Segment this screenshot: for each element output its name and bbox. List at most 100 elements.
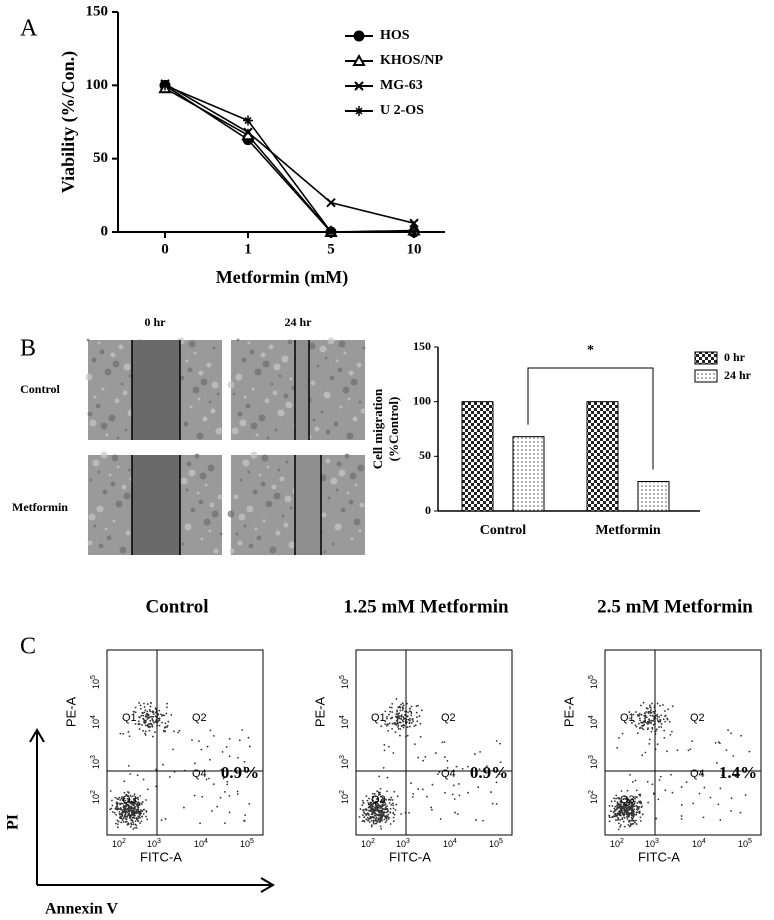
event-dot bbox=[671, 705, 674, 708]
event-dot bbox=[129, 794, 132, 797]
event-dot bbox=[744, 794, 747, 796]
event-dot bbox=[659, 775, 662, 778]
significance-bracket bbox=[527, 367, 654, 470]
event-dot bbox=[134, 799, 136, 802]
event-dot bbox=[380, 795, 382, 798]
cell bbox=[192, 386, 200, 394]
x-axis-label: FITC-A bbox=[140, 849, 182, 864]
cell bbox=[348, 499, 354, 505]
tick-exponent: 4 bbox=[453, 838, 457, 845]
cell bbox=[284, 495, 292, 503]
event-dot bbox=[616, 806, 619, 808]
event-dot bbox=[378, 821, 381, 823]
cell bbox=[261, 454, 269, 462]
event-dot bbox=[485, 765, 488, 768]
event-dot bbox=[375, 819, 377, 822]
cell bbox=[211, 381, 219, 389]
event-dot bbox=[151, 710, 154, 713]
cell bbox=[208, 400, 212, 404]
event-dot bbox=[630, 813, 633, 816]
event-dot bbox=[145, 815, 147, 818]
event-dot bbox=[396, 709, 398, 712]
event-dot bbox=[393, 813, 396, 816]
event-dot bbox=[408, 725, 411, 728]
tick-exponent: 2 bbox=[588, 790, 595, 794]
event-dot bbox=[637, 811, 640, 814]
cell bbox=[212, 346, 216, 350]
event-dot bbox=[387, 818, 390, 820]
event-dot bbox=[210, 810, 213, 812]
event-dot bbox=[133, 805, 136, 808]
cell bbox=[241, 357, 247, 363]
event-dot bbox=[365, 814, 368, 817]
cell bbox=[273, 492, 281, 500]
cell bbox=[269, 546, 277, 554]
event-dot bbox=[161, 721, 164, 724]
event-dot bbox=[627, 803, 630, 806]
event-dot bbox=[132, 800, 135, 803]
event-dot bbox=[651, 783, 654, 786]
y-tick-label: 100 bbox=[413, 393, 431, 407]
cell bbox=[281, 514, 285, 518]
event-dot bbox=[639, 820, 642, 822]
event-dot bbox=[367, 813, 370, 816]
cell bbox=[289, 377, 293, 381]
event-dot bbox=[611, 805, 614, 807]
event-dot bbox=[458, 794, 461, 797]
event-dot bbox=[621, 818, 624, 821]
cell bbox=[289, 506, 293, 510]
event-dot bbox=[499, 742, 501, 745]
cell bbox=[337, 367, 343, 373]
event-dot bbox=[125, 805, 128, 808]
event-dot bbox=[371, 809, 374, 811]
event-dot bbox=[395, 803, 398, 806]
cell bbox=[255, 433, 259, 437]
event-dot bbox=[421, 709, 423, 712]
y-axis-label: Viability (%/Con.) bbox=[58, 51, 79, 193]
x-tick-label: 104 bbox=[443, 838, 457, 850]
event-dot bbox=[147, 726, 150, 729]
event-dot bbox=[206, 745, 209, 748]
cell bbox=[333, 421, 339, 427]
event-dot bbox=[639, 719, 641, 722]
cell bbox=[344, 453, 350, 459]
y-tick-label: 50 bbox=[419, 448, 431, 462]
quadrant-label: Q3 bbox=[620, 794, 635, 806]
event-dot bbox=[455, 765, 458, 768]
series-line bbox=[164, 84, 414, 233]
event-dot bbox=[143, 706, 146, 708]
event-dot bbox=[130, 809, 133, 812]
event-dot bbox=[650, 709, 652, 711]
event-dot bbox=[403, 713, 406, 716]
plot-frame bbox=[106, 649, 264, 836]
quadrant-label: Q1 bbox=[620, 712, 635, 724]
event-dot bbox=[634, 800, 636, 803]
event-dot bbox=[138, 723, 141, 726]
event-dot bbox=[619, 824, 622, 827]
tick-base: 10 bbox=[340, 794, 350, 804]
event-dot bbox=[135, 797, 138, 800]
cell bbox=[279, 476, 285, 482]
event-dot bbox=[146, 710, 149, 713]
cell bbox=[243, 524, 247, 528]
quadrant-label: Q3 bbox=[122, 794, 137, 806]
cell bbox=[358, 400, 362, 404]
x-tick-label: 104 bbox=[194, 838, 208, 850]
event-dot bbox=[407, 711, 409, 714]
event-dot bbox=[379, 787, 382, 790]
event-dot bbox=[200, 748, 203, 751]
event-dot bbox=[375, 822, 378, 825]
cell bbox=[119, 546, 127, 554]
cell bbox=[272, 390, 278, 396]
event-dot bbox=[431, 783, 434, 786]
cell bbox=[239, 419, 247, 427]
event-dot bbox=[623, 809, 626, 812]
event-dot bbox=[414, 724, 417, 727]
event-dot bbox=[491, 802, 494, 805]
cell bbox=[283, 522, 289, 528]
event-dot bbox=[631, 780, 634, 783]
event-dot bbox=[138, 728, 141, 730]
event-dot bbox=[467, 791, 470, 794]
event-dot bbox=[624, 806, 627, 809]
tick-exponent: 2 bbox=[371, 838, 375, 845]
